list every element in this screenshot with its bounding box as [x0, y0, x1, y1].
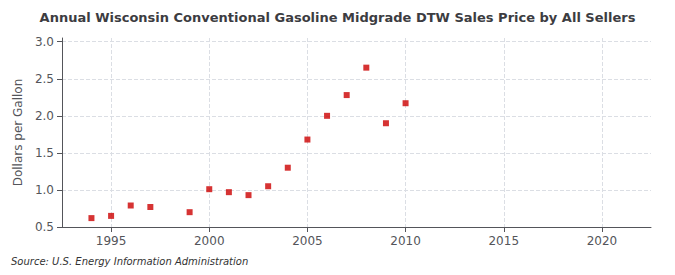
svg-text:3.0: 3.0 [35, 35, 54, 49]
svg-text:2020: 2020 [587, 234, 618, 248]
svg-text:2010: 2010 [390, 234, 421, 248]
svg-text:2015: 2015 [488, 234, 519, 248]
svg-text:Annual Wisconsin Conventional: Annual Wisconsin Conventional Gasoline M… [40, 10, 636, 25]
svg-text:2000: 2000 [194, 234, 225, 248]
svg-text:1.5: 1.5 [35, 146, 54, 160]
svg-text:Source: U.S. Energy Informatio: Source: U.S. Energy Information Administ… [11, 256, 248, 267]
svg-text:1995: 1995 [96, 234, 127, 248]
svg-text:2.0: 2.0 [35, 109, 54, 123]
svg-text:2005: 2005 [292, 234, 323, 248]
svg-text:0.5: 0.5 [35, 220, 54, 234]
svg-text:Dollars per Gallon: Dollars per Gallon [11, 79, 25, 187]
svg-text:2.5: 2.5 [35, 72, 54, 86]
svg-text:1.0: 1.0 [35, 183, 54, 197]
